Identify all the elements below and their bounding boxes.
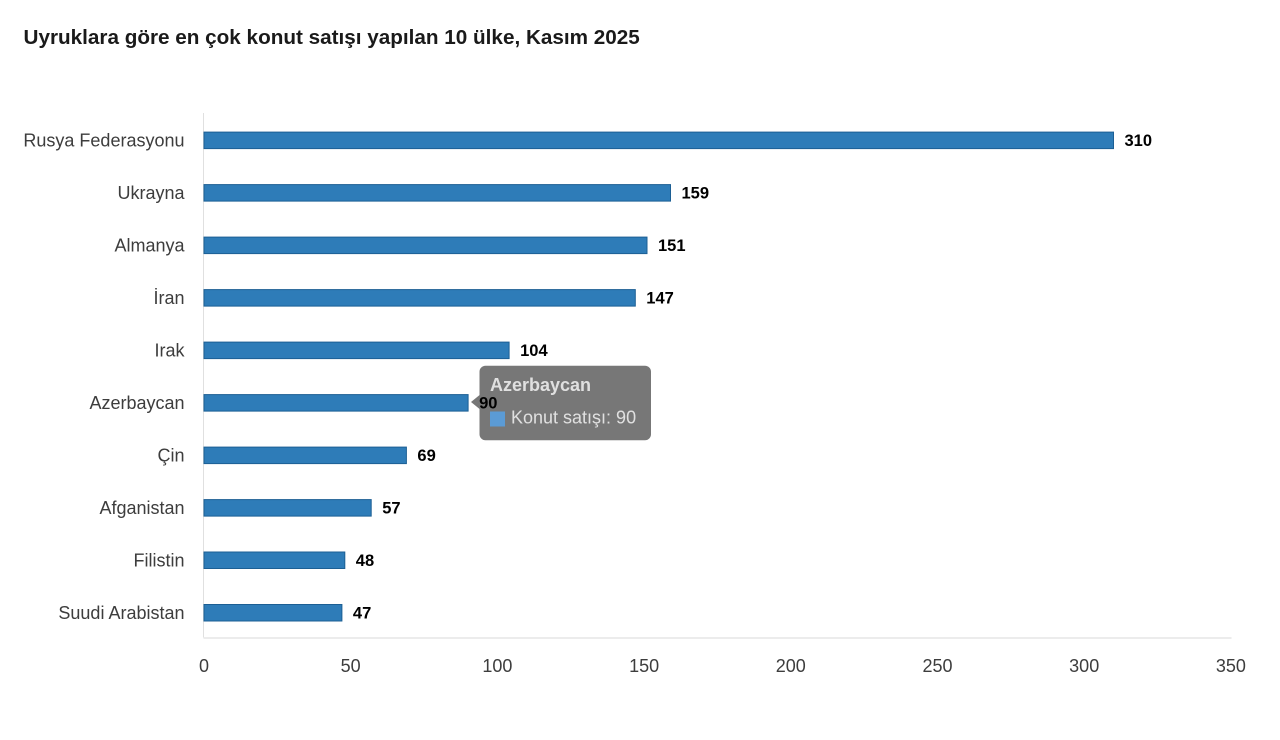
svg-text:69: 69 — [417, 447, 435, 465]
svg-text:350: 350 — [1216, 656, 1246, 676]
svg-text:200: 200 — [776, 656, 806, 676]
svg-text:Çin: Çin — [157, 446, 184, 466]
svg-text:50: 50 — [341, 656, 361, 676]
svg-text:100: 100 — [482, 656, 512, 676]
svg-text:Ukrayna: Ukrayna — [117, 183, 185, 203]
svg-text:Irak: Irak — [154, 341, 185, 361]
svg-text:159: 159 — [682, 185, 710, 203]
svg-text:48: 48 — [356, 552, 374, 570]
svg-text:57: 57 — [382, 500, 400, 518]
svg-text:Azerbaycan: Azerbaycan — [490, 375, 591, 395]
svg-text:İran: İran — [153, 288, 184, 308]
svg-text:Filistin: Filistin — [133, 551, 184, 571]
svg-text:Almanya: Almanya — [114, 236, 185, 256]
svg-text:104: 104 — [520, 342, 548, 360]
svg-text:90: 90 — [479, 395, 497, 413]
svg-text:147: 147 — [646, 290, 674, 308]
svg-text:Afganistan: Afganistan — [99, 498, 184, 518]
svg-text:47: 47 — [353, 605, 371, 623]
svg-text:300: 300 — [1069, 656, 1099, 676]
svg-text:Konut satışı: 90: Konut satışı: 90 — [511, 408, 636, 428]
svg-text:Uyruklara göre en çok konut sa: Uyruklara göre en çok konut satışı yapıl… — [24, 26, 640, 49]
svg-text:Suudi Arabistan: Suudi Arabistan — [58, 603, 184, 623]
svg-text:150: 150 — [629, 656, 659, 676]
svg-text:Rusya Federasyonu: Rusya Federasyonu — [23, 131, 184, 151]
svg-text:0: 0 — [199, 656, 209, 676]
svg-text:250: 250 — [922, 656, 952, 676]
svg-text:310: 310 — [1125, 132, 1153, 150]
svg-text:151: 151 — [658, 237, 686, 255]
svg-text:Azerbaycan: Azerbaycan — [89, 393, 184, 413]
